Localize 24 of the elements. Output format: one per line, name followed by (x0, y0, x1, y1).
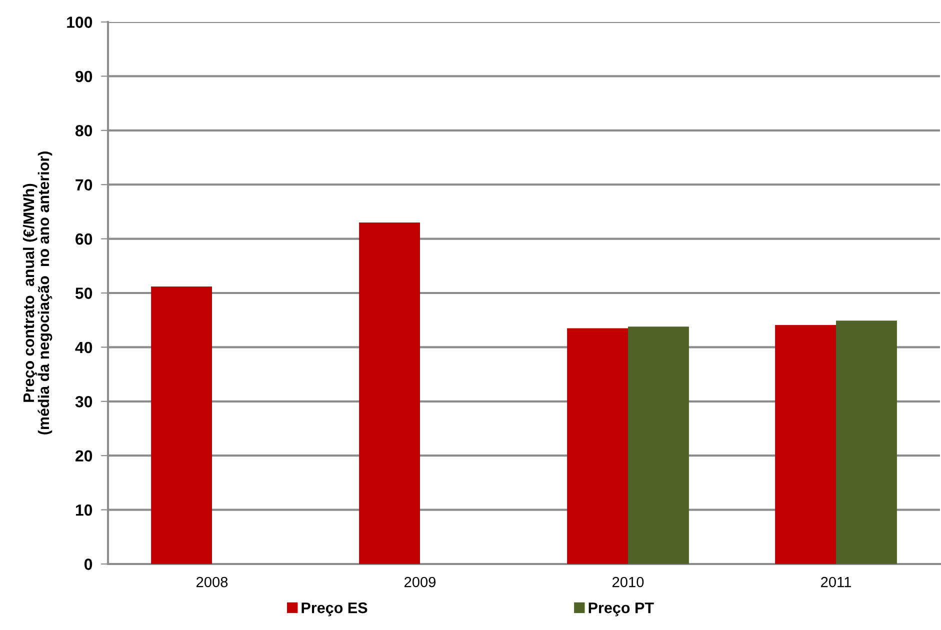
x-tick-label: 2010 (612, 576, 644, 588)
y-tick-label: 50 (75, 288, 92, 299)
bar (836, 320, 897, 564)
y-tick-label: 70 (76, 179, 92, 191)
y-tick-label: 10 (76, 504, 92, 516)
y-tick-label: 80 (75, 125, 92, 136)
y-tick-label: 40 (75, 342, 92, 354)
legend-label: Preço ES (302, 602, 368, 616)
bar (567, 328, 628, 564)
bar (359, 222, 420, 564)
bar (775, 324, 836, 564)
legend-label: Preço PT (588, 602, 654, 616)
x-tick-label: 2008 (196, 576, 228, 588)
bar (151, 286, 212, 564)
y-tick-label: 90 (76, 70, 92, 82)
y-tick-label: 20 (76, 450, 92, 462)
y-tick-label: 100 (67, 16, 92, 28)
bar (628, 326, 689, 564)
y-tick-label: 0 (84, 558, 92, 570)
x-tick-label: 2011 (821, 576, 851, 588)
y-axis-title: Preço contrato anual (€/MWh) (média da negociação no ano anterior) (22, 152, 52, 434)
y-tick-label: 60 (76, 233, 92, 245)
x-tick-label: 2009 (404, 576, 436, 588)
y-tick-label: 30 (75, 396, 92, 408)
